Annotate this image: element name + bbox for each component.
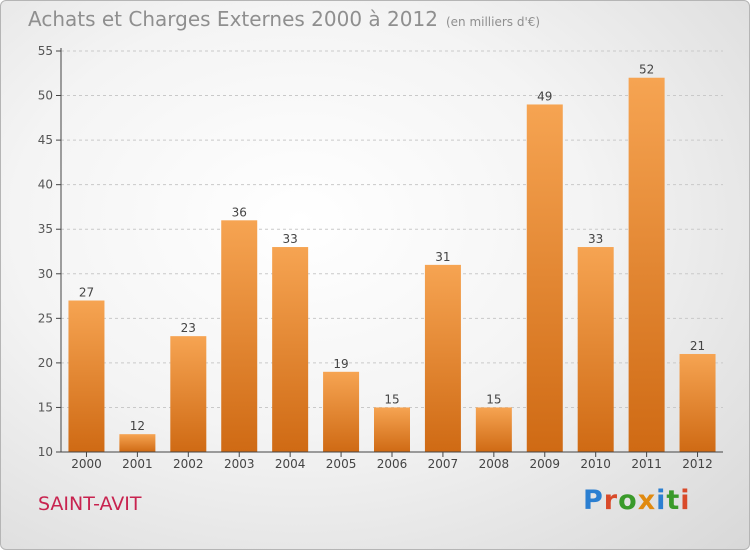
bar: [221, 220, 258, 452]
x-tick-label: 2010: [580, 457, 611, 471]
x-tick-label: 2001: [122, 457, 153, 471]
data-label: 21: [690, 339, 705, 353]
data-label: 12: [130, 419, 145, 433]
bar: [628, 77, 665, 452]
y-tick-label: 40: [38, 178, 53, 192]
y-tick-label: 45: [38, 133, 53, 147]
x-tick-label: 2009: [529, 457, 560, 471]
y-tick-label: 50: [38, 89, 53, 103]
x-tick-label: 2007: [428, 457, 459, 471]
logo-letter: x: [637, 485, 657, 516]
logo-letter: o: [618, 485, 638, 516]
x-tick-label: 2012: [682, 457, 713, 471]
data-label: 49: [537, 89, 552, 103]
y-tick-label: 35: [38, 222, 53, 236]
chart-title: Achats et Charges Externes 2000 à 2012 (e…: [28, 7, 540, 31]
y-tick-label: 15: [38, 400, 53, 414]
bar: [323, 371, 360, 452]
y-tick-label: 30: [38, 267, 53, 281]
gridlines: [61, 50, 723, 408]
x-tick-label: 2002: [173, 457, 204, 471]
commune-name: SAINT-AVIT: [38, 493, 142, 515]
x-tick-label: 2003: [224, 457, 255, 471]
logo-letter: P: [583, 485, 604, 516]
bar: [272, 247, 309, 452]
logo-letter: t: [666, 485, 681, 516]
bar: [679, 353, 716, 452]
y-tick-label: 10: [38, 445, 53, 459]
bar: [577, 247, 614, 452]
bar: [424, 264, 461, 452]
chart-subtitle: (en milliers d'€): [445, 15, 541, 29]
bar: [526, 104, 563, 452]
data-label: 33: [588, 232, 603, 246]
data-label: 52: [639, 63, 654, 77]
x-tick-label: 2004: [275, 457, 306, 471]
x-tick-label: 2008: [479, 457, 510, 471]
data-label: 15: [384, 392, 399, 406]
logo-letter: r: [603, 485, 619, 516]
y-tick-label: 20: [38, 356, 53, 370]
data-label: 19: [333, 357, 348, 371]
proxiti-logo: Proxiti: [583, 485, 691, 516]
logo-letter: i: [656, 485, 667, 516]
data-label: 15: [486, 392, 501, 406]
y-tick-label: 55: [38, 44, 53, 58]
data-label: 27: [79, 286, 94, 300]
labels: 10 15 20 25 30 35 40 45 50 55 27 2000 12 2001 23 2002 36…: [38, 44, 713, 471]
logo-letter: i: [680, 485, 691, 516]
x-tick-label: 2011: [631, 457, 662, 471]
bar: [68, 300, 105, 452]
chart-title-text: Achats et Charges Externes 2000 à 2012: [28, 7, 438, 31]
x-tick-label: 2005: [326, 457, 357, 471]
x-tick-label: 2006: [377, 457, 408, 471]
bar: [119, 434, 156, 452]
x-tick-label: 2000: [71, 457, 102, 471]
data-label: 36: [232, 205, 247, 219]
data-label: 31: [435, 250, 450, 264]
y-tick-label: 25: [38, 311, 53, 325]
data-label: 23: [181, 321, 196, 335]
bar: [374, 407, 410, 452]
bar: [475, 407, 512, 452]
bar: [170, 336, 207, 452]
data-label: 33: [283, 232, 298, 246]
bars: [68, 77, 716, 452]
axes: [56, 48, 723, 457]
